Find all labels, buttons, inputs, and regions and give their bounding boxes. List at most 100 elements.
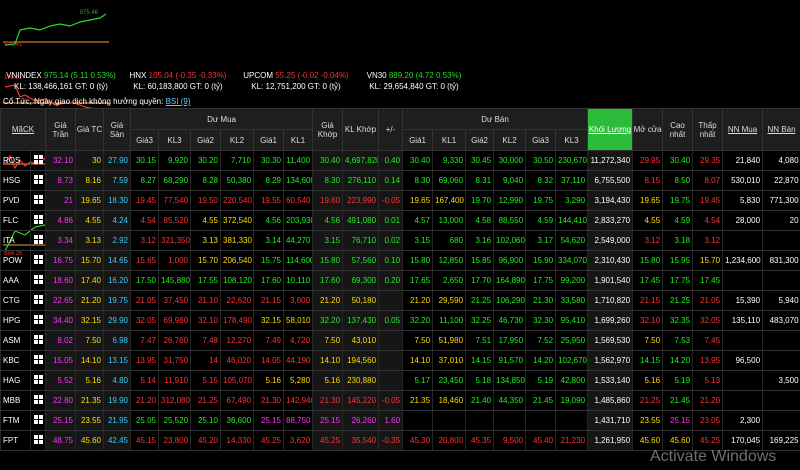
chart-icon[interactable]: [29, 370, 46, 391]
icon-cell: [33, 195, 38, 199]
icon-cell: [33, 200, 38, 204]
cell: [378, 370, 403, 391]
cell: 21.25: [465, 290, 494, 311]
cell: 22,870: [762, 170, 800, 191]
row: HSG 8.73 8.16 7.59 8.27 68,290 8.28 50,380 8.29 1…: [0, 170, 800, 191]
header: Mở cửa: [632, 108, 664, 151]
cell: 25.15: [45, 410, 76, 431]
cell: 4.59: [525, 210, 556, 231]
index-stats: KL: 60,183,800 GT: 0 (tỷ): [119, 82, 237, 91]
cell: 88,550: [493, 210, 526, 231]
index-volume: 12,751,200: [265, 82, 306, 91]
cell: 26,260: [342, 410, 379, 431]
cell: 99,200: [555, 270, 588, 291]
cell: 29.95: [632, 150, 663, 171]
cell: 21.20: [692, 390, 723, 411]
cell: 8.07: [692, 170, 723, 191]
icon-cell: [33, 220, 38, 224]
cell: 60,540: [283, 190, 313, 211]
cell: 45.40: [525, 430, 556, 451]
index-stats: KL: 29,654,840 GT: 0 (tỷ): [355, 82, 473, 91]
cell: 5,280: [283, 370, 313, 391]
index-kl-label: KL:: [133, 82, 146, 91]
cell: [762, 270, 800, 291]
header[interactable]: NN Mua: [722, 108, 764, 151]
stock-code: POW: [0, 250, 31, 271]
header: Dư Mua: [130, 108, 314, 130]
chart-icon[interactable]: [29, 310, 46, 331]
chart-high: 975.46: [80, 10, 99, 16]
cell: 25.10: [190, 410, 221, 431]
index-card: 975.46 970.41: [0, 0, 800, 67]
chart-icon[interactable]: [29, 330, 46, 351]
chart-icon[interactable]: [29, 190, 46, 211]
cell: 7.45: [692, 330, 723, 351]
icon-cell: [33, 235, 38, 239]
icon-cell: [38, 395, 43, 399]
cell: 14.10: [312, 350, 343, 371]
chart-icon[interactable]: [29, 250, 46, 271]
dividend-codes[interactable]: BSI (9): [165, 97, 191, 106]
chart-icon[interactable]: [29, 390, 46, 411]
chart-icon[interactable]: [29, 350, 46, 371]
stock-code: AAA: [0, 270, 31, 291]
cell: 17.60: [312, 270, 343, 291]
cell: 3.18: [662, 230, 693, 251]
chart-icon[interactable]: [29, 230, 46, 251]
cell: 21.05: [692, 290, 723, 311]
cell: 22.80: [45, 390, 76, 411]
chart-icon[interactable]: [29, 270, 46, 291]
cell: 1,261,950: [587, 430, 633, 451]
icon: [33, 355, 43, 364]
cell: 22.65: [45, 290, 76, 311]
cell: 15,390: [722, 290, 763, 311]
header: Giá1: [402, 129, 434, 151]
cell: 16.75: [45, 250, 76, 271]
cell: 334,070: [555, 250, 588, 271]
chart-icon[interactable]: [29, 210, 46, 231]
header[interactable]: MãCK: [0, 108, 47, 151]
cell: 77,540: [158, 190, 191, 211]
cell: 26,760: [158, 330, 191, 351]
cell: 18.30: [103, 190, 131, 211]
cell: [465, 410, 494, 431]
row: FPT 48.75 45.60 42.45 45.15 23,800 45.20 14,330…: [0, 430, 800, 451]
chart-icon[interactable]: [29, 410, 46, 431]
cell: 15.80: [312, 250, 343, 271]
cell: 5.16: [75, 370, 104, 391]
icon-cell: [38, 375, 43, 379]
cell: 8.30: [402, 170, 433, 191]
cell: 5.19: [525, 370, 556, 391]
cell: 9,500: [493, 430, 526, 451]
icon: [33, 255, 43, 264]
cell: 11,910: [158, 370, 191, 391]
index-change: (-0.02: [297, 71, 319, 80]
cell: 19.55: [253, 190, 284, 211]
cell: 20,800: [432, 430, 466, 451]
icon-cell: [38, 255, 43, 259]
cell: 18.60: [45, 270, 76, 291]
cell: 483,070: [762, 310, 800, 331]
cell: [762, 410, 800, 431]
header[interactable]: Khối Lượng: [587, 108, 634, 151]
icon-cell: [33, 320, 38, 324]
cell: 7.50: [632, 330, 663, 351]
cell: 4,080: [762, 150, 800, 171]
cell: 680: [432, 230, 466, 251]
icon-cell: [38, 360, 43, 364]
cell: 11,400: [283, 150, 313, 171]
cell: 5.16: [312, 370, 343, 391]
cell: 30.40: [312, 150, 343, 171]
chart-icon[interactable]: [29, 170, 46, 191]
icon: [33, 235, 43, 244]
cell: 0.40: [378, 150, 403, 171]
header[interactable]: NN Bán: [762, 108, 800, 151]
chart-icon[interactable]: [29, 290, 46, 311]
chart-icon[interactable]: [29, 430, 46, 451]
icon-cell: [33, 440, 38, 444]
cell: 14,330: [220, 430, 254, 451]
index-volume: 60,183,800: [147, 82, 188, 91]
cell: 32.10: [190, 310, 221, 331]
chart-icon[interactable]: [29, 150, 46, 171]
